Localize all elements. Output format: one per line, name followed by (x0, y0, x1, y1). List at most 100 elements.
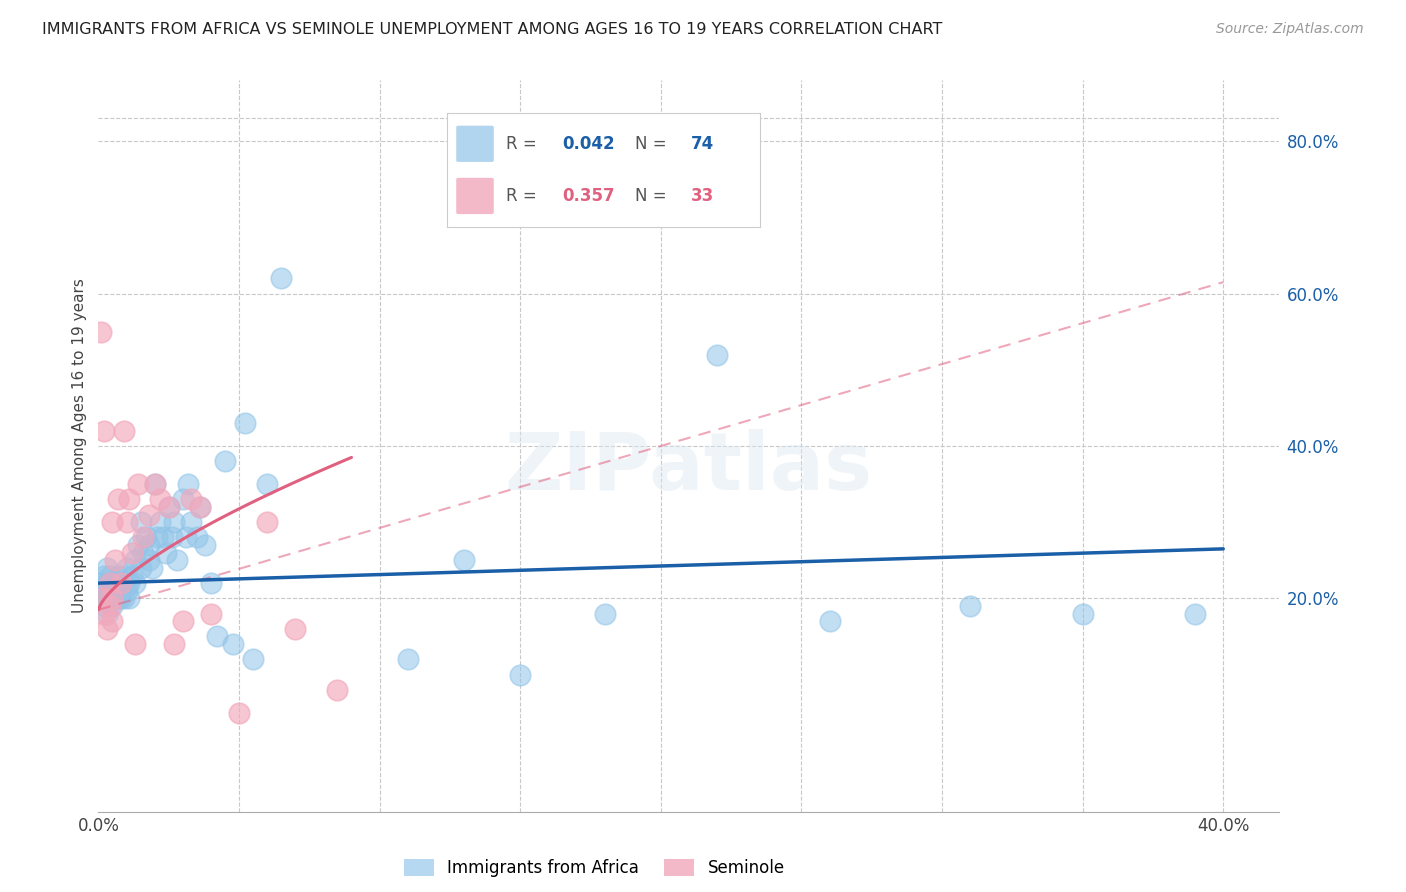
Point (200, 607, 222, 621)
Point (256, 477, 278, 491)
Point (157, 500, 180, 514)
Point (110, 591, 132, 606)
Point (93, 424, 115, 438)
Point (149, 492, 172, 507)
Point (93, 568, 115, 582)
Point (107, 591, 129, 606)
Point (107, 492, 129, 507)
Point (214, 454, 236, 468)
Point (188, 500, 211, 514)
Point (509, 667, 531, 681)
Point (180, 492, 202, 507)
Point (93, 583, 115, 598)
Point (222, 637, 245, 651)
Point (143, 477, 166, 491)
Point (228, 706, 250, 720)
Point (93, 599, 115, 613)
Point (90, 325, 112, 339)
Point (98, 576, 121, 591)
Point (129, 515, 152, 529)
Point (96, 591, 118, 606)
Point (959, 599, 981, 613)
Point (242, 652, 264, 666)
Point (194, 538, 217, 552)
Point (132, 530, 155, 544)
Point (205, 630, 228, 644)
Point (98, 599, 121, 613)
Point (172, 492, 194, 507)
Point (593, 607, 616, 621)
Point (110, 576, 132, 591)
Point (107, 568, 129, 582)
Text: ZIPatlas: ZIPatlas (505, 429, 873, 507)
Point (174, 530, 197, 544)
Point (256, 515, 278, 529)
Point (160, 530, 183, 544)
Point (90, 576, 112, 591)
Point (149, 515, 172, 529)
Point (138, 538, 160, 552)
Point (112, 424, 135, 438)
Point (135, 530, 157, 544)
Text: Source: ZipAtlas.com: Source: ZipAtlas.com (1216, 22, 1364, 37)
Point (163, 515, 186, 529)
Point (96, 607, 118, 621)
Point (115, 561, 138, 575)
Point (155, 546, 177, 560)
Point (177, 477, 200, 491)
Point (186, 530, 208, 544)
Point (396, 652, 419, 666)
Legend: Immigrants from Africa, Seminole: Immigrants from Africa, Seminole (398, 853, 792, 884)
Point (115, 515, 138, 529)
Point (1184, 607, 1206, 621)
Point (127, 538, 149, 552)
Point (104, 591, 127, 606)
Point (118, 576, 141, 591)
Point (172, 614, 194, 628)
Point (166, 553, 188, 567)
Point (284, 622, 307, 636)
Point (112, 568, 135, 582)
Point (104, 553, 127, 567)
Point (121, 568, 143, 582)
Point (124, 576, 146, 591)
Point (118, 492, 141, 507)
Point (96, 561, 118, 575)
Point (706, 347, 728, 362)
Point (98, 583, 121, 598)
Point (101, 591, 124, 606)
Point (143, 477, 166, 491)
Y-axis label: Unemployment Among Ages 16 to 19 years: Unemployment Among Ages 16 to 19 years (72, 278, 87, 614)
Point (138, 508, 160, 522)
Point (818, 614, 841, 628)
Point (1071, 607, 1094, 621)
Point (326, 682, 349, 697)
Point (101, 576, 124, 591)
Point (104, 576, 127, 591)
Point (110, 576, 132, 591)
Point (115, 583, 138, 598)
Text: IMMIGRANTS FROM AFRICA VS SEMINOLE UNEMPLOYMENT AMONG AGES 16 TO 19 YEARS CORREL: IMMIGRANTS FROM AFRICA VS SEMINOLE UNEMP… (42, 22, 942, 37)
Point (132, 546, 155, 560)
Point (121, 546, 143, 560)
Point (124, 553, 146, 567)
Point (188, 500, 211, 514)
Point (180, 515, 202, 529)
Point (101, 591, 124, 606)
Point (101, 614, 124, 628)
Point (98, 591, 121, 606)
Point (141, 561, 163, 575)
Point (90, 591, 112, 606)
Point (157, 500, 180, 514)
Point (163, 637, 186, 651)
Point (96, 622, 118, 636)
Point (118, 591, 141, 606)
Point (101, 583, 124, 598)
Point (110, 583, 132, 598)
Point (453, 553, 475, 567)
Point (233, 416, 256, 430)
Point (146, 530, 169, 544)
Point (96, 576, 118, 591)
Point (138, 553, 160, 567)
Point (270, 271, 292, 285)
